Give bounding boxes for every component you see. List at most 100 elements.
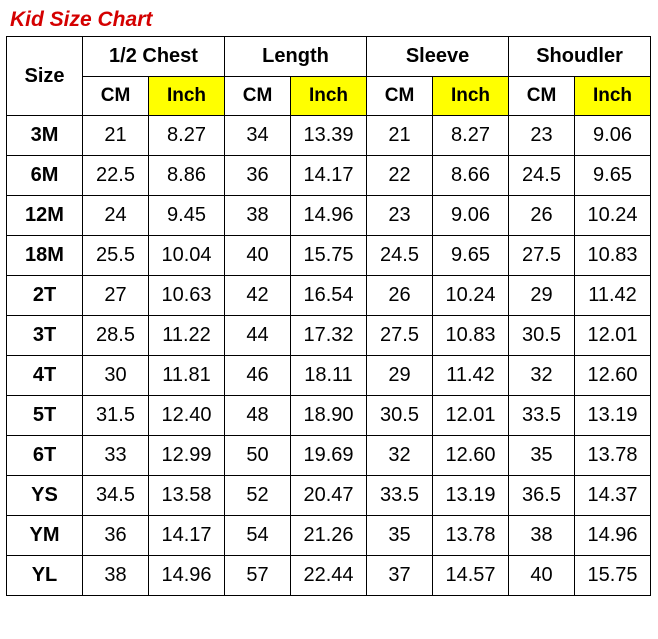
cell-sleeve-in: 14.57: [433, 556, 509, 596]
cell-length-cm: 50: [225, 436, 291, 476]
cell-shoulder-cm: 27.5: [509, 236, 575, 276]
cell-size: YL: [7, 556, 83, 596]
cell-sleeve-in: 13.78: [433, 516, 509, 556]
cell-length-cm: 34: [225, 116, 291, 156]
cell-shoulder-cm: 32: [509, 356, 575, 396]
table-row: 12M249.453814.96239.062610.24: [7, 196, 651, 236]
cell-chest-in: 10.63: [149, 276, 225, 316]
cell-length-in: 21.26: [291, 516, 367, 556]
cell-size: 4T: [7, 356, 83, 396]
cell-shoulder-in: 12.60: [575, 356, 651, 396]
cell-shoulder-cm: 24.5: [509, 156, 575, 196]
header-shoulder: Shoudler: [509, 37, 651, 77]
cell-shoulder-cm: 38: [509, 516, 575, 556]
table-row: YS34.513.585220.4733.513.1936.514.37: [7, 476, 651, 516]
cell-chest-cm: 38: [83, 556, 149, 596]
cell-size: 6M: [7, 156, 83, 196]
cell-length-in: 18.90: [291, 396, 367, 436]
cell-sleeve-in: 9.06: [433, 196, 509, 236]
cell-length-cm: 38: [225, 196, 291, 236]
header-shoulder-inch: Inch: [575, 77, 651, 116]
cell-sleeve-in: 9.65: [433, 236, 509, 276]
cell-shoulder-cm: 40: [509, 556, 575, 596]
cell-size: 3M: [7, 116, 83, 156]
cell-size: 5T: [7, 396, 83, 436]
cell-sleeve-in: 8.66: [433, 156, 509, 196]
cell-chest-in: 11.81: [149, 356, 225, 396]
cell-length-cm: 40: [225, 236, 291, 276]
cell-shoulder-in: 11.42: [575, 276, 651, 316]
header-chest-cm: CM: [83, 77, 149, 116]
header-sleeve: Sleeve: [367, 37, 509, 77]
cell-shoulder-cm: 33.5: [509, 396, 575, 436]
cell-length-cm: 57: [225, 556, 291, 596]
cell-size: YM: [7, 516, 83, 556]
header-sleeve-cm: CM: [367, 77, 433, 116]
cell-chest-in: 8.86: [149, 156, 225, 196]
cell-sleeve-in: 12.01: [433, 396, 509, 436]
cell-chest-cm: 21: [83, 116, 149, 156]
table-row: 2T2710.634216.542610.242911.42: [7, 276, 651, 316]
header-row-1: Size 1/2 Chest Length Sleeve Shoudler: [7, 37, 651, 77]
cell-shoulder-cm: 30.5: [509, 316, 575, 356]
cell-sleeve-cm: 35: [367, 516, 433, 556]
cell-chest-cm: 30: [83, 356, 149, 396]
cell-length-in: 18.11: [291, 356, 367, 396]
cell-sleeve-cm: 24.5: [367, 236, 433, 276]
header-length-inch: Inch: [291, 77, 367, 116]
cell-size: 12M: [7, 196, 83, 236]
cell-sleeve-cm: 37: [367, 556, 433, 596]
cell-length-in: 16.54: [291, 276, 367, 316]
chart-title: Kid Size Chart: [10, 8, 652, 32]
cell-length-in: 13.39: [291, 116, 367, 156]
cell-length-cm: 54: [225, 516, 291, 556]
cell-sleeve-cm: 21: [367, 116, 433, 156]
cell-length-cm: 46: [225, 356, 291, 396]
cell-length-cm: 36: [225, 156, 291, 196]
cell-sleeve-cm: 32: [367, 436, 433, 476]
cell-length-in: 14.96: [291, 196, 367, 236]
cell-shoulder-in: 9.06: [575, 116, 651, 156]
cell-chest-in: 13.58: [149, 476, 225, 516]
cell-shoulder-in: 13.78: [575, 436, 651, 476]
cell-shoulder-in: 12.01: [575, 316, 651, 356]
cell-size: 3T: [7, 316, 83, 356]
size-table: Size 1/2 Chest Length Sleeve Shoudler CM…: [6, 36, 651, 596]
cell-shoulder-cm: 35: [509, 436, 575, 476]
cell-shoulder-in: 9.65: [575, 156, 651, 196]
table-row: YL3814.965722.443714.574015.75: [7, 556, 651, 596]
cell-chest-in: 11.22: [149, 316, 225, 356]
cell-length-cm: 42: [225, 276, 291, 316]
header-size: Size: [7, 37, 83, 116]
cell-sleeve-cm: 23: [367, 196, 433, 236]
cell-chest-in: 10.04: [149, 236, 225, 276]
table-row: 4T3011.814618.112911.423212.60: [7, 356, 651, 396]
cell-sleeve-cm: 30.5: [367, 396, 433, 436]
cell-length-cm: 48: [225, 396, 291, 436]
table-row: 3T28.511.224417.3227.510.8330.512.01: [7, 316, 651, 356]
cell-sleeve-cm: 22: [367, 156, 433, 196]
cell-shoulder-cm: 23: [509, 116, 575, 156]
cell-shoulder-in: 14.37: [575, 476, 651, 516]
cell-chest-cm: 25.5: [83, 236, 149, 276]
cell-sleeve-cm: 29: [367, 356, 433, 396]
cell-length-cm: 44: [225, 316, 291, 356]
table-row: 6M22.58.863614.17228.6624.59.65: [7, 156, 651, 196]
cell-sleeve-in: 10.24: [433, 276, 509, 316]
cell-shoulder-in: 10.83: [575, 236, 651, 276]
cell-chest-cm: 33: [83, 436, 149, 476]
cell-chest-in: 12.40: [149, 396, 225, 436]
cell-sleeve-in: 8.27: [433, 116, 509, 156]
cell-shoulder-in: 10.24: [575, 196, 651, 236]
cell-size: 6T: [7, 436, 83, 476]
cell-shoulder-cm: 26: [509, 196, 575, 236]
header-chest: 1/2 Chest: [83, 37, 225, 77]
cell-shoulder-in: 15.75: [575, 556, 651, 596]
cell-chest-cm: 24: [83, 196, 149, 236]
cell-length-in: 14.17: [291, 156, 367, 196]
cell-shoulder-cm: 36.5: [509, 476, 575, 516]
cell-size: YS: [7, 476, 83, 516]
cell-chest-in: 14.17: [149, 516, 225, 556]
header-row-2: CM Inch CM Inch CM Inch CM Inch: [7, 77, 651, 116]
cell-size: 2T: [7, 276, 83, 316]
